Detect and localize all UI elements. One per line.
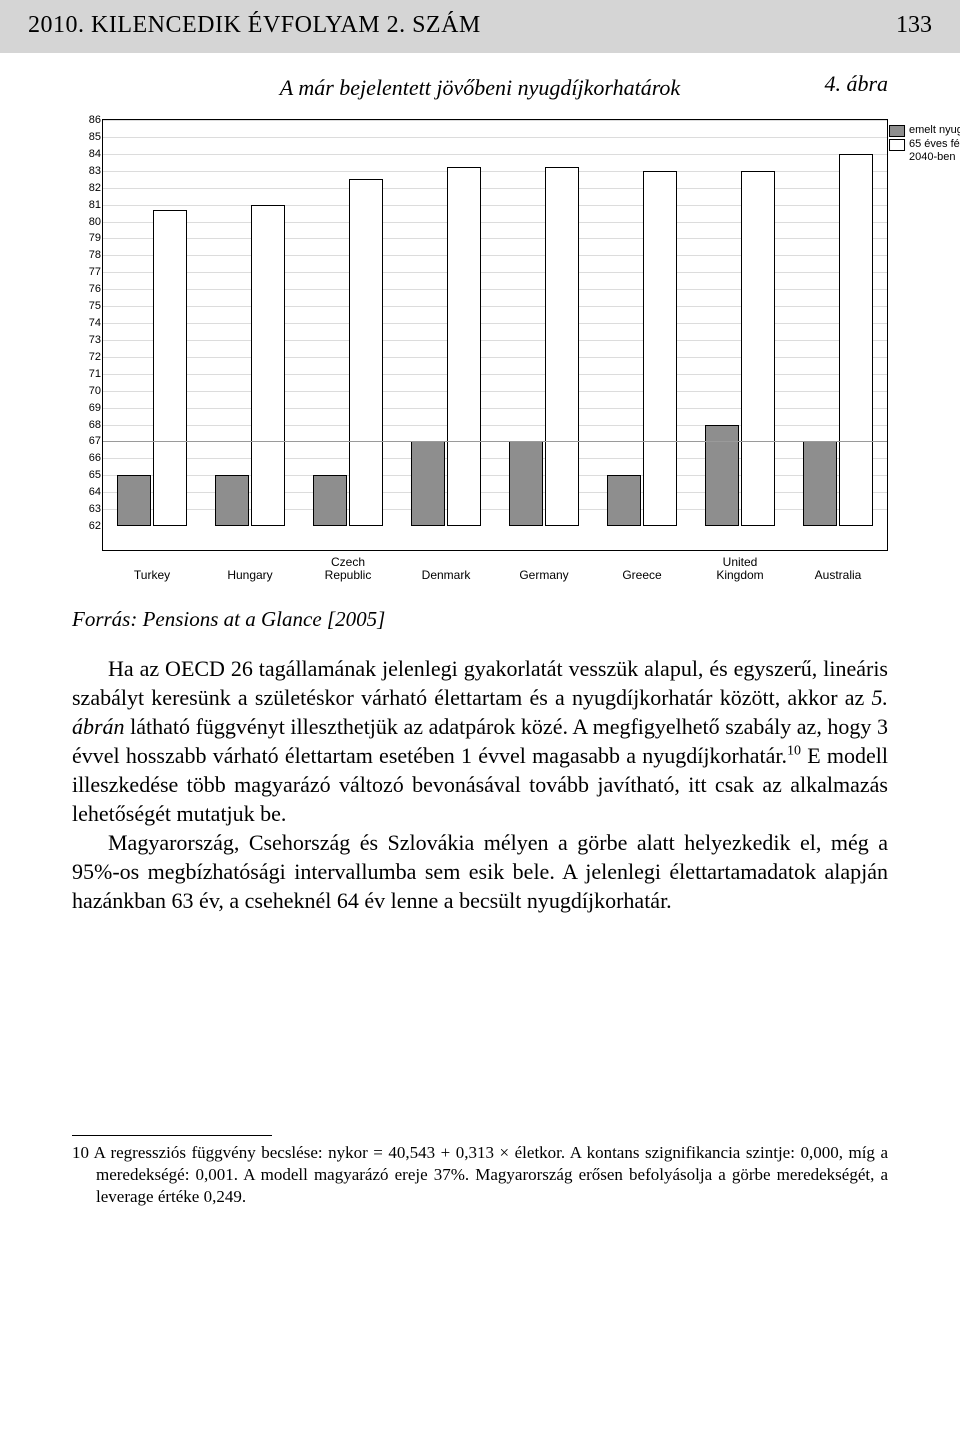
bar-group [803, 154, 873, 526]
xlabel: United Kingdom [716, 556, 763, 582]
xlabel: Germany [519, 569, 568, 582]
bar-group [607, 171, 677, 526]
ytick-label: 73 [73, 334, 101, 346]
ytick-label: 81 [73, 199, 101, 211]
bar-grey [705, 425, 739, 527]
ytick-label: 65 [73, 469, 101, 481]
ytick-label: 63 [73, 503, 101, 515]
header-left: 2010. KILENCEDIK ÉVFOLYAM 2. SZÁM [28, 12, 481, 39]
ytick-label: 76 [73, 283, 101, 295]
legend-swatch [889, 125, 905, 137]
ytick-label: 72 [73, 351, 101, 363]
bar-white [839, 154, 873, 526]
bar-chart: emelt nyugdíjkor65 éves férfi élettartam… [72, 119, 888, 551]
bar-group [411, 167, 481, 526]
ytick-label: 62 [73, 520, 101, 532]
xlabel: Czech Republic [325, 556, 372, 582]
bar-grey [607, 475, 641, 526]
xlabel: Turkey [134, 569, 170, 582]
ytick-label: 66 [73, 452, 101, 464]
ytick-label: 74 [73, 317, 101, 329]
bar-white [153, 210, 187, 526]
page-header: 2010. KILENCEDIK ÉVFOLYAM 2. SZÁM 133 [0, 0, 960, 53]
bar-group [313, 179, 383, 526]
ytick-label: 83 [73, 165, 101, 177]
bar-white [251, 205, 285, 526]
ytick-label: 85 [73, 131, 101, 143]
bar-white [545, 167, 579, 526]
xlabel: Hungary [227, 569, 272, 582]
bar-grey [411, 441, 445, 526]
footnote-rule [72, 1135, 272, 1136]
ytick-label: 77 [73, 266, 101, 278]
body-text: Ha az OECD 26 tagállamának jelenlegi gya… [72, 654, 888, 915]
bar-white [643, 171, 677, 526]
bar-group [117, 210, 187, 526]
ytick-label: 79 [73, 232, 101, 244]
ytick-label: 75 [73, 300, 101, 312]
xlabel: Denmark [422, 569, 471, 582]
ytick-label: 69 [73, 402, 101, 414]
bar-grey [117, 475, 151, 526]
bar-white [447, 167, 481, 526]
ytick-label: 78 [73, 249, 101, 261]
footnote: 10 A regressziós függvény becslése: nyko… [72, 1142, 888, 1208]
bar-group [509, 167, 579, 526]
legend-item: 65 éves férfi élettartama 2040-ben [889, 138, 960, 164]
paragraph: Ha az OECD 26 tagállamának jelenlegi gya… [72, 654, 888, 828]
bar-group [705, 171, 775, 526]
ytick-label: 64 [73, 486, 101, 498]
legend-item: emelt nyugdíjkor [889, 124, 960, 137]
ytick-label: 70 [73, 385, 101, 397]
xlabel: Australia [815, 569, 862, 582]
bar-grey [509, 441, 543, 526]
ytick-label: 84 [73, 148, 101, 160]
bar-white [741, 171, 775, 526]
page-number: 133 [896, 12, 932, 39]
figure-subtitle: A már bejelentett jövőbeni nyugdíjkorhat… [72, 75, 888, 101]
figure-source: Forrás: Pensions at a Glance [2005] [72, 607, 888, 632]
ytick-label: 68 [73, 419, 101, 431]
legend-label: emelt nyugdíjkor [909, 124, 960, 137]
ytick-label: 82 [73, 182, 101, 194]
ytick-label: 67 [73, 435, 101, 447]
bar-grey [215, 475, 249, 526]
figure-label: 4. ábra [824, 71, 888, 97]
chart-legend: emelt nyugdíjkor65 éves férfi élettartam… [889, 124, 960, 166]
footnote-text: A regressziós függvény becslése: nykor =… [94, 1143, 888, 1206]
paragraph: Magyarország, Csehország és Szlovákia mé… [72, 828, 888, 915]
bar-grey [313, 475, 347, 526]
bar-white [349, 179, 383, 526]
ytick-label: 80 [73, 216, 101, 228]
footnote-marker: 10 [72, 1143, 89, 1162]
xlabel: Greece [622, 569, 661, 582]
bar-grey [803, 441, 837, 526]
legend-swatch [889, 139, 905, 151]
legend-label: 65 éves férfi élettartama 2040-ben [909, 138, 960, 164]
ytick-label: 86 [73, 114, 101, 126]
ytick-label: 71 [73, 368, 101, 380]
bar-group [215, 205, 285, 526]
